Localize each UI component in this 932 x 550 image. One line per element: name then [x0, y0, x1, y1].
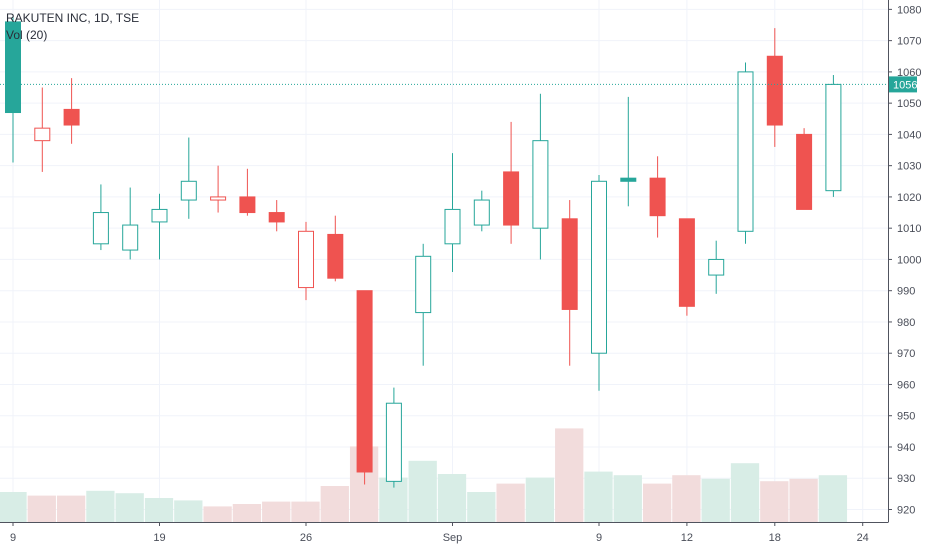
candle-body — [444, 208, 461, 245]
candle-body — [92, 212, 109, 245]
last-price-badge — [889, 76, 917, 93]
price-tick-label: 980 — [897, 317, 915, 329]
candle-body — [268, 212, 285, 223]
candle-body — [385, 402, 402, 482]
volume-bar — [86, 490, 115, 522]
volume-bar — [320, 486, 349, 522]
candle-body — [503, 171, 520, 226]
candle-body — [649, 177, 666, 217]
candle-body — [63, 108, 80, 126]
price-tick-label: 930 — [897, 473, 915, 485]
candle-body — [620, 177, 637, 182]
candle-body — [327, 233, 344, 279]
candle-body — [561, 218, 578, 310]
volume-bar — [730, 463, 760, 522]
price-tick-label: 1060 — [897, 67, 921, 79]
candle-body — [210, 196, 227, 201]
volume-bar — [0, 492, 27, 522]
volume-indicator-label[interactable]: Vol (20) — [6, 28, 48, 42]
candle-body — [796, 133, 813, 210]
time-tick-label: 12 — [681, 532, 693, 544]
price-tick-label: 1040 — [897, 129, 921, 141]
time-tick-label: 18 — [769, 532, 781, 544]
volume-bar — [408, 460, 437, 522]
candle-body — [122, 224, 139, 251]
candle-body — [34, 127, 51, 142]
volume-bar — [27, 495, 56, 522]
time-tick-label: 9 — [596, 532, 602, 544]
volume-bar — [437, 474, 467, 522]
volume-bar — [555, 428, 584, 522]
time-axis-area — [0, 522, 932, 550]
candle-body — [766, 55, 783, 126]
time-tick-label: Sep — [443, 532, 463, 544]
price-tick-label: 1070 — [897, 36, 921, 48]
candle-body — [591, 180, 607, 354]
volume-bar — [291, 501, 320, 522]
candle-body — [239, 196, 256, 214]
price-tick-label: 990 — [897, 286, 915, 298]
volume-bar — [789, 478, 818, 522]
symbol-title[interactable]: RAKUTEN INC, 1D, TSE — [6, 11, 140, 25]
candle-body — [532, 140, 549, 229]
candle-body — [298, 230, 314, 289]
volume-bar — [144, 498, 174, 522]
volume-bar — [584, 471, 613, 522]
price-tick-label: 940 — [897, 442, 915, 454]
volume-bar — [174, 500, 203, 522]
volume-bar — [701, 478, 730, 522]
volume-bar — [467, 492, 496, 522]
price-tick-label: 970 — [897, 348, 915, 360]
candle-body — [708, 258, 725, 276]
volume-bar — [115, 493, 144, 522]
candle-body — [5, 21, 21, 114]
volume-bar — [232, 504, 262, 522]
volume-bar — [525, 477, 555, 522]
price-tick-label: 950 — [897, 411, 915, 423]
candle-body — [356, 290, 373, 473]
volume-bar — [642, 483, 672, 522]
price-tick-label: 960 — [897, 379, 915, 391]
price-tick-label: 1020 — [897, 192, 921, 204]
price-tick-label: 1080 — [897, 4, 921, 16]
time-tick-label: 19 — [153, 532, 165, 544]
volume-bar — [672, 475, 701, 522]
volume-bar — [262, 501, 291, 522]
price-tick-label: 920 — [897, 504, 915, 516]
volume-bar — [760, 481, 789, 522]
volume-bar — [613, 475, 642, 522]
time-tick-label: 9 — [10, 532, 16, 544]
time-tick-label: 26 — [300, 532, 312, 544]
price-tick-label: 1050 — [897, 98, 921, 110]
time-tick-label: 24 — [857, 532, 869, 544]
candle-body — [737, 71, 754, 232]
price-tick-label: 1030 — [897, 161, 921, 173]
price-tick-label: 1010 — [897, 223, 921, 235]
volume-bar — [496, 483, 525, 522]
volume-bar — [203, 506, 232, 522]
last-price-badge-label: 1056 — [893, 79, 917, 91]
candle-body — [473, 199, 490, 226]
chart-legend: RAKUTEN INC, 1D, TSE Vol (20) — [6, 10, 139, 44]
volume-bar — [818, 475, 848, 522]
candle-body — [151, 208, 168, 223]
volume-bar — [56, 495, 86, 522]
candle-body — [825, 83, 842, 192]
candle-body — [180, 180, 197, 201]
candle-body — [678, 218, 695, 307]
price-tick-label: 1000 — [897, 254, 921, 266]
candle-body — [415, 255, 432, 314]
